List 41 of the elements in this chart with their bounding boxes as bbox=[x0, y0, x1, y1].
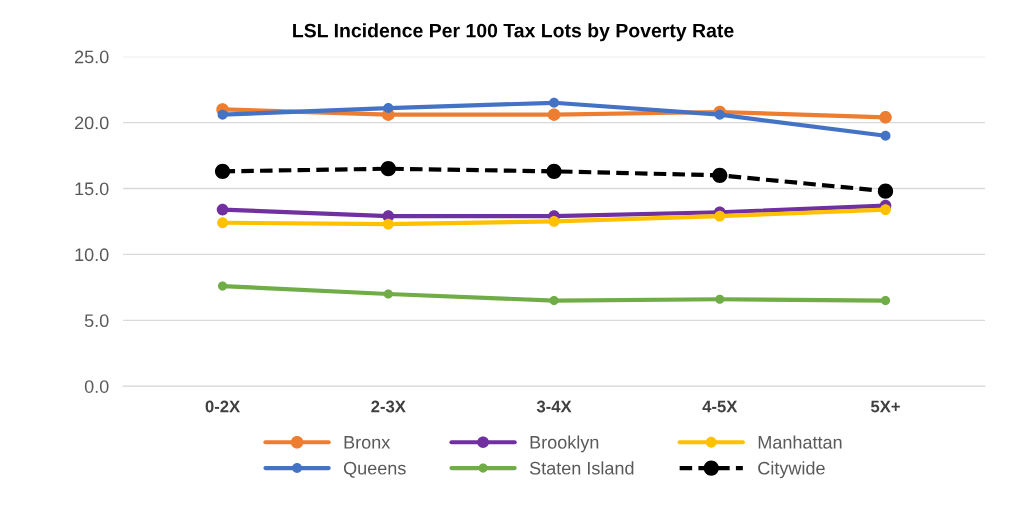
y-tick-label: 5.0 bbox=[84, 314, 109, 328]
legend-label: Citywide bbox=[758, 461, 825, 479]
point bbox=[217, 109, 228, 120]
point bbox=[380, 161, 396, 177]
y-tick-label: 15.0 bbox=[75, 182, 109, 196]
point bbox=[216, 203, 229, 216]
x-tick-label: 0-2X bbox=[205, 400, 241, 413]
point bbox=[548, 216, 560, 227]
y-tick-label: 0.0 bbox=[84, 380, 109, 393]
y-tick-label: 10.0 bbox=[75, 248, 109, 262]
point bbox=[549, 97, 560, 108]
point bbox=[880, 295, 891, 306]
point bbox=[877, 183, 894, 199]
point bbox=[217, 217, 228, 229]
point bbox=[383, 289, 393, 299]
point bbox=[549, 295, 559, 306]
point bbox=[714, 109, 725, 120]
x-tick-label: 4-5X bbox=[702, 400, 738, 413]
point bbox=[217, 281, 228, 291]
point bbox=[714, 210, 726, 222]
chart-title: LSL Incidence Per 100 Tax Lots by Poverty Rate bbox=[293, 23, 734, 42]
legend-label: Bronx bbox=[344, 436, 391, 449]
point bbox=[547, 108, 561, 121]
point bbox=[214, 163, 231, 179]
legend-label: Brooklyn bbox=[530, 435, 599, 453]
legend-label: Queens bbox=[343, 461, 406, 478]
point bbox=[715, 294, 725, 304]
point bbox=[546, 163, 562, 179]
legend-label: Staten Island bbox=[529, 461, 634, 475]
y-tick-label: 25.0 bbox=[75, 50, 109, 64]
point bbox=[880, 130, 891, 141]
x-tick-label: 5X+ bbox=[870, 400, 900, 413]
point bbox=[382, 218, 394, 230]
point bbox=[879, 111, 892, 124]
point bbox=[712, 167, 728, 183]
x-tick-label: 2-3X bbox=[371, 400, 406, 413]
point bbox=[880, 204, 891, 215]
legend-label: Manhattan bbox=[758, 435, 842, 449]
point bbox=[383, 103, 394, 114]
x-tick-label: 3-4X bbox=[536, 400, 572, 413]
y-tick-label: 20.0 bbox=[75, 116, 109, 130]
